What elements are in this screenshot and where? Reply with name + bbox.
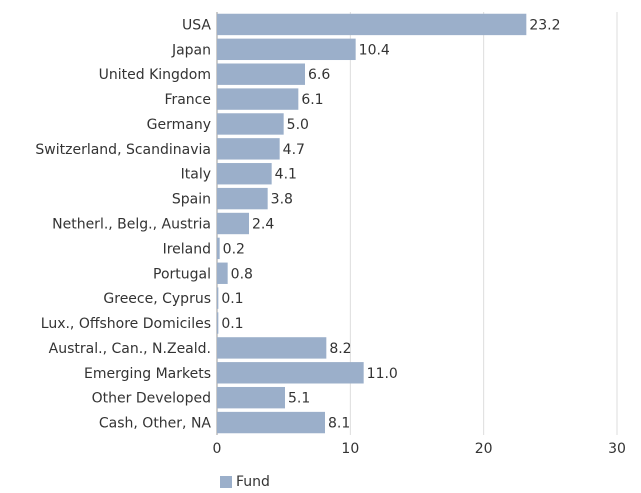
value-label: 10.4: [359, 42, 390, 58]
y-tick-label: Italy: [181, 167, 211, 183]
y-tick-label: Netherl., Belg., Austria: [52, 217, 211, 233]
bar: [217, 187, 268, 210]
value-label: 0.8: [231, 266, 253, 282]
bar: [217, 88, 299, 110]
bar: [217, 163, 272, 185]
value-label: 5.0: [287, 117, 309, 133]
bar: [217, 386, 285, 409]
bar: [217, 212, 249, 235]
legend-label: Fund: [236, 474, 270, 490]
y-tick-label: Ireland: [163, 241, 211, 257]
value-label: 23.2: [529, 17, 560, 33]
y-tick-label: USA: [182, 17, 211, 33]
y-tick-label: Portugal: [153, 266, 211, 282]
y-tick-label: Lux., Offshore Domiciles: [41, 316, 211, 332]
value-label: 6.6: [308, 67, 330, 83]
y-tick-label: Austral., Can., N.Zeald.: [49, 341, 211, 357]
value-label: 0.2: [223, 241, 245, 257]
y-tick-label: Switzerland, Scandinavia: [35, 142, 211, 158]
value-label: 0.1: [221, 316, 243, 332]
y-tick-label: Emerging Markets: [84, 366, 211, 382]
x-tick-label: 0: [213, 441, 222, 457]
y-tick-label: Greece, Cyprus: [103, 291, 211, 307]
bar: [217, 113, 284, 135]
y-tick-label: United Kingdom: [99, 67, 211, 83]
bar: [217, 38, 356, 61]
bar: [217, 63, 305, 85]
value-label: 11.0: [367, 366, 398, 382]
x-tick-label: 10: [341, 441, 359, 457]
value-label: 5.1: [288, 391, 310, 407]
y-tick-label: Other Developed: [92, 391, 211, 407]
legend-swatch: [220, 476, 232, 488]
y-tick-label: Japan: [171, 42, 211, 58]
y-tick-label: Spain: [172, 192, 211, 208]
x-tick-label: 30: [608, 441, 626, 457]
value-label: 8.1: [328, 416, 350, 432]
bar: [217, 287, 219, 309]
bar: [217, 312, 219, 334]
y-tick-label: France: [164, 92, 211, 108]
bar: [217, 237, 220, 260]
value-label: 0.1: [221, 291, 243, 307]
value-label: 4.7: [283, 142, 305, 158]
value-label: 6.1: [301, 92, 323, 108]
x-tick-label: 20: [475, 441, 493, 457]
bar: [217, 262, 228, 284]
y-tick-label: Germany: [147, 117, 211, 133]
bar: [217, 337, 327, 359]
value-label: 3.8: [271, 192, 293, 208]
value-label: 4.1: [275, 167, 297, 183]
bar: [217, 138, 280, 160]
bar: [217, 362, 364, 384]
bar: [217, 13, 527, 36]
bar: [217, 411, 325, 434]
value-label: 8.2: [329, 341, 351, 357]
y-tick-label: Cash, Other, NA: [99, 416, 212, 432]
value-label: 2.4: [252, 217, 274, 233]
